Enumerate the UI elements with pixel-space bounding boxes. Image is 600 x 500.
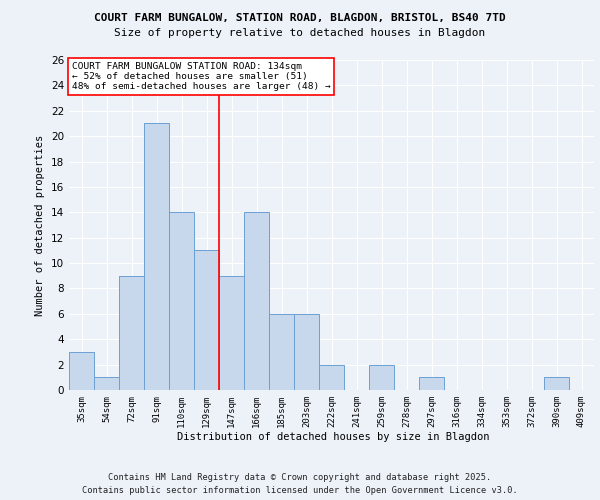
Text: Distribution of detached houses by size in Blagdon: Distribution of detached houses by size … xyxy=(177,432,489,442)
Bar xyxy=(244,212,269,390)
Bar xyxy=(94,378,119,390)
Text: Contains public sector information licensed under the Open Government Licence v3: Contains public sector information licen… xyxy=(82,486,518,495)
Bar xyxy=(319,364,344,390)
Bar xyxy=(69,352,94,390)
Bar xyxy=(119,276,144,390)
Text: COURT FARM BUNGALOW, STATION ROAD, BLAGDON, BRISTOL, BS40 7TD: COURT FARM BUNGALOW, STATION ROAD, BLAGD… xyxy=(94,12,506,22)
Bar xyxy=(419,378,444,390)
Bar xyxy=(369,364,394,390)
Bar xyxy=(219,276,244,390)
Bar xyxy=(294,314,319,390)
Text: Contains HM Land Registry data © Crown copyright and database right 2025.: Contains HM Land Registry data © Crown c… xyxy=(109,472,491,482)
Bar xyxy=(269,314,294,390)
Text: COURT FARM BUNGALOW STATION ROAD: 134sqm
← 52% of detached houses are smaller (5: COURT FARM BUNGALOW STATION ROAD: 134sqm… xyxy=(71,62,331,92)
Bar xyxy=(544,378,569,390)
Bar xyxy=(144,124,169,390)
Bar xyxy=(194,250,219,390)
Y-axis label: Number of detached properties: Number of detached properties xyxy=(35,134,46,316)
Bar xyxy=(169,212,194,390)
Text: Size of property relative to detached houses in Blagdon: Size of property relative to detached ho… xyxy=(115,28,485,38)
